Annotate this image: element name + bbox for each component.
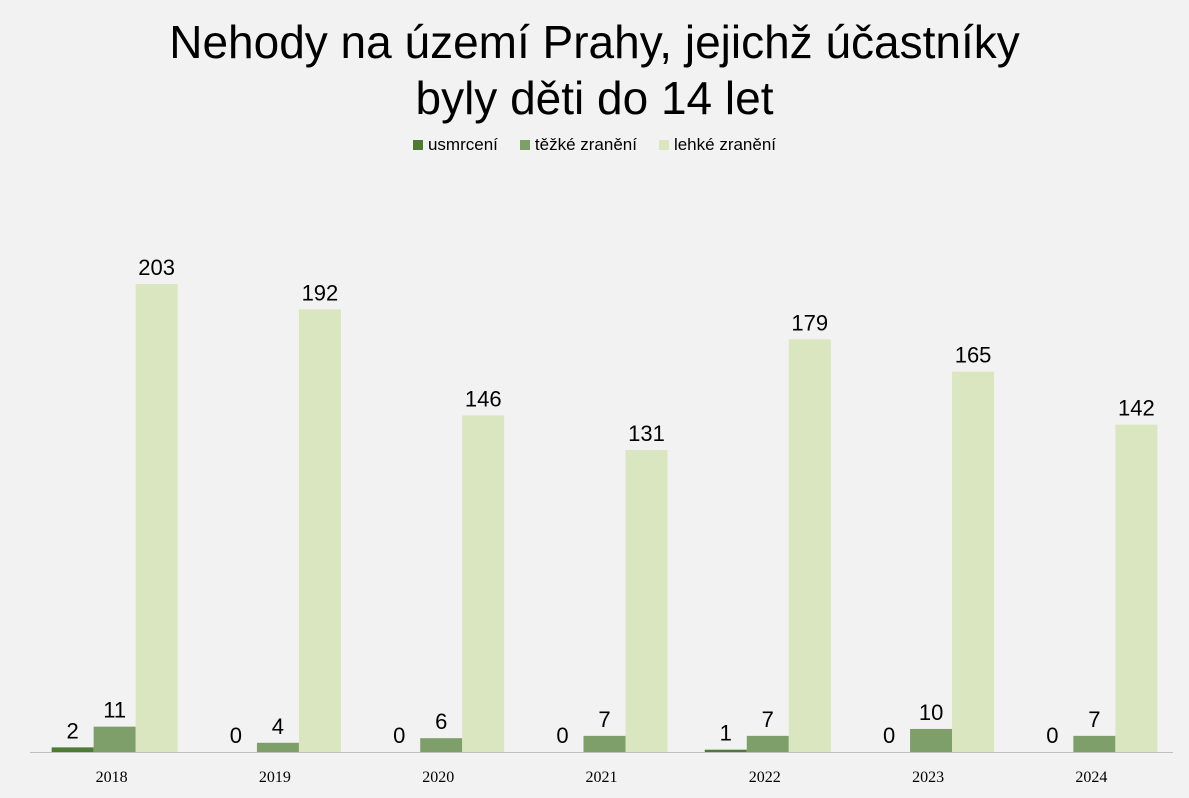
data-label: 142 [1118,396,1155,421]
bar [746,735,789,752]
data-label: 0 [883,723,895,748]
data-label: 0 [230,723,242,748]
legend-item-lehke-zraneni: lehké zranění [658,135,777,155]
bar-group-2024: 0 7 142 2024 [1046,396,1158,786]
bar [788,339,831,752]
x-tick-label: 2019 [259,769,291,786]
bar [625,449,668,752]
chart-title-line-2: byly děti do 14 let [415,72,774,124]
bar [462,415,505,752]
x-tick-label: 2022 [749,769,781,786]
bar [704,749,747,752]
x-tick-label: 2018 [96,769,128,786]
bar [1115,424,1158,752]
data-label: 0 [393,723,405,748]
bar [135,284,178,752]
legend-swatch [412,140,423,150]
data-label: 1 [720,721,732,746]
x-tick-label: 2021 [586,769,618,786]
data-label: 11 [103,698,126,723]
data-label: 7 [598,707,610,732]
bar-group-2023: 0 10 165 2023 [883,343,995,786]
data-label: 131 [628,421,665,446]
data-label: 203 [138,255,175,280]
data-label: 2 [67,718,79,743]
data-label: 192 [302,280,339,305]
bar-group-2022: 1 7 179 2022 [704,310,831,786]
legend-label: usmrcení [427,135,498,154]
data-label: 10 [919,700,943,725]
legend-item-tezke-zraneni: těžké zranění [519,135,637,155]
bar-group-2021: 0 7 131 2021 [556,421,668,786]
data-label: 0 [1046,723,1058,748]
legend-swatch [519,140,530,150]
bar [93,726,136,752]
bar-group-2018: 2 11 203 2018 [51,255,178,786]
x-tick-label: 2020 [422,769,454,786]
chart-title-line-1: Nehody na území Prahy, jejichž účastníky [169,16,1020,68]
legend-item-usmrceni: usmrcení [412,135,498,155]
bar [298,309,341,752]
data-label: 7 [1088,707,1100,732]
legend-label: lehké zranění [673,135,777,154]
legend-swatch [658,140,669,150]
data-label: 146 [465,386,502,411]
bar [51,747,94,752]
data-label: 165 [955,343,992,368]
bar [256,742,299,752]
bar [583,735,626,752]
data-label: 179 [791,310,828,335]
bar [910,728,953,752]
x-tick-label: 2024 [1075,769,1107,786]
bar-group-2020: 0 6 146 2020 [393,386,505,786]
data-label: 7 [762,707,774,732]
data-label: 4 [272,714,284,739]
bar [420,738,463,752]
x-tick-label: 2023 [912,769,944,786]
legend-label: těžké zranění [534,135,637,154]
bar [1073,735,1116,752]
bar [952,371,995,752]
chart-legend: usmrcení těžké zranění lehké zranění [0,135,1189,155]
data-label: 6 [435,709,447,734]
bar-group-2019: 0 4 192 2019 [230,280,341,786]
data-label: 0 [556,723,568,748]
